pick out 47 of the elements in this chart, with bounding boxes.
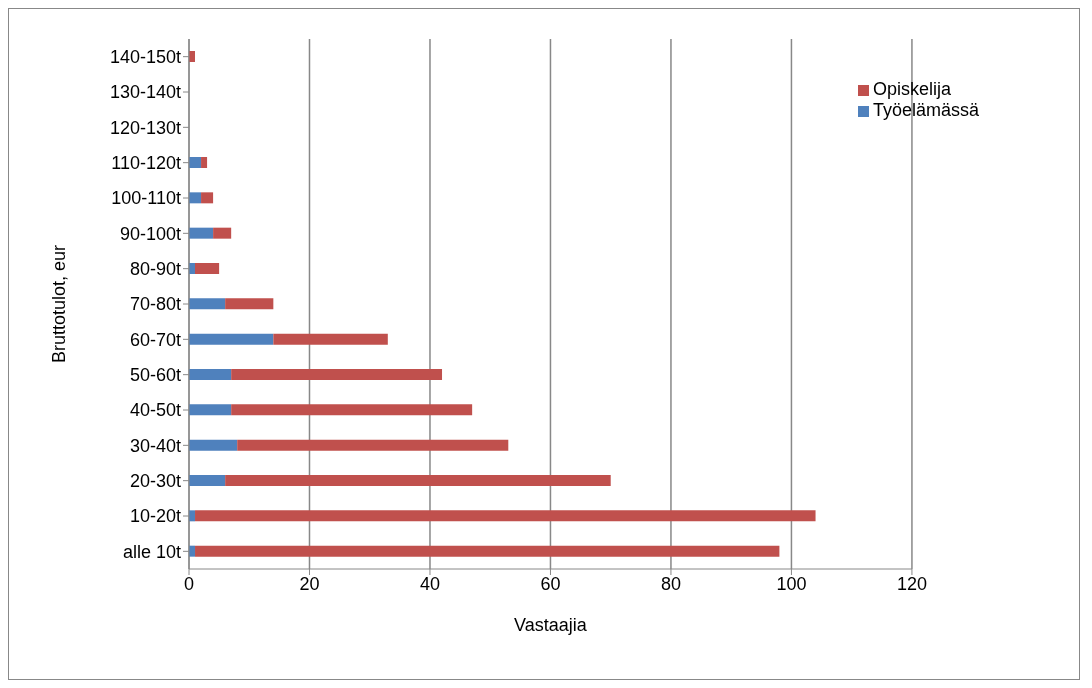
y-tick-label: 110-120t (111, 153, 181, 174)
bar (189, 404, 232, 416)
y-tick-label: 100-110t (111, 188, 181, 209)
y-tick-label: 90-100t (119, 223, 181, 244)
bar (189, 333, 274, 345)
y-tick-label: 130-140t (109, 82, 181, 103)
y-tick-label: 60-70t (129, 329, 181, 350)
y-tick-label: 70-80t (129, 294, 181, 315)
bar (189, 192, 202, 204)
x-axis-title: Vastaajia (514, 615, 588, 635)
bar (231, 369, 443, 380)
x-tick-label: 40 (419, 573, 440, 594)
x-tick-label: 0 (183, 573, 195, 594)
bar (189, 298, 226, 310)
bar (201, 157, 208, 168)
x-tick-label: 120 (896, 573, 927, 594)
bar (201, 192, 214, 204)
y-tick-label: 50-60t (129, 365, 181, 386)
y-tick-label: 20-30t (129, 471, 181, 492)
legend-label: Opiskelija (872, 79, 951, 99)
x-tick-label: 60 (540, 573, 561, 594)
bar (189, 369, 232, 380)
bar (237, 439, 509, 451)
y-tick-label: 120-130t (109, 117, 181, 138)
x-tick-label: 80 (660, 573, 681, 594)
bar (213, 227, 232, 239)
bar (225, 475, 611, 486)
bar (189, 227, 214, 239)
bar (189, 475, 226, 486)
bar (189, 439, 238, 451)
bar (195, 545, 780, 557)
legend-label: Työelämässä (872, 100, 979, 120)
y-axis-title: Bruttotulot, eur (49, 244, 70, 364)
y-tick-label: 80-90t (129, 259, 181, 280)
bar (195, 263, 220, 274)
x-tick-label: 20 (299, 573, 320, 594)
bar (273, 333, 388, 345)
y-tick-label: 10-20t (129, 506, 181, 527)
bar (195, 510, 816, 522)
y-tick-label: 140-150t (109, 47, 181, 68)
y-tick-label: 30-40t (129, 435, 181, 456)
bar (189, 157, 202, 168)
y-tick-label: alle 10t (122, 541, 181, 562)
bar (225, 298, 274, 310)
bar (231, 404, 473, 416)
y-tick-label: 40-50t (129, 400, 181, 421)
x-tick-label: 100 (776, 573, 807, 594)
